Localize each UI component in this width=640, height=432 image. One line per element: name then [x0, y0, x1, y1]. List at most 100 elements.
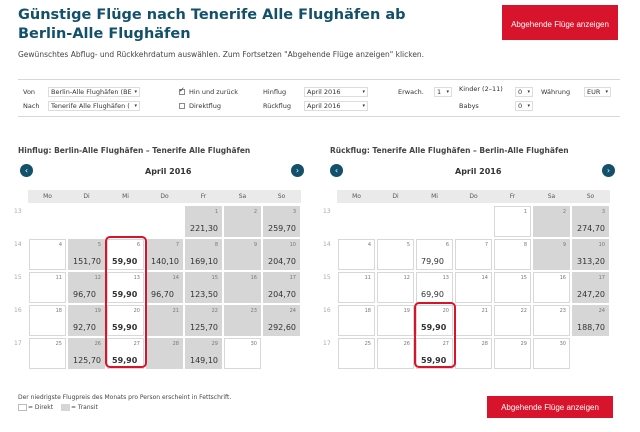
day-price: 69,90: [421, 290, 444, 299]
return-day-cell[interactable]: 10 313,20: [572, 239, 609, 270]
return-day-cell[interactable]: 24 188,70: [572, 305, 609, 336]
from-label: Von: [23, 88, 36, 96]
day-price: 59,90: [112, 257, 138, 266]
weekday-header: Mo Di Mi Do Fr Sa So: [337, 190, 610, 203]
outbound-day-cell[interactable]: 15 123,50: [185, 272, 222, 303]
outbound-day-cell[interactable]: 29 149,10: [185, 338, 222, 369]
return-day-cell[interactable]: 3 274,70: [572, 206, 609, 237]
week-number: 13: [14, 208, 22, 215]
return-calendar-title: Rückflug: Tenerife Alle Flughäfen – Berl…: [330, 146, 569, 155]
day-number: 28: [172, 341, 179, 347]
chevron-down-icon: ▾: [362, 103, 365, 109]
outbound-day-cell[interactable]: 24 292,60: [263, 305, 300, 336]
week-number: 13: [323, 208, 331, 215]
day-price: 204,70: [268, 257, 296, 266]
day-number: 9: [253, 242, 257, 248]
day-number: 5: [97, 242, 101, 248]
day-price: 151,70: [73, 257, 101, 266]
day-number: 30: [559, 341, 566, 347]
outbound-day-cell[interactable]: 22 125,70: [185, 305, 222, 336]
return-day-cell: 8: [494, 239, 531, 270]
outbound-day-cell[interactable]: 8 169,10: [185, 239, 222, 270]
return-day-cell: 5: [377, 239, 414, 270]
week-number: 15: [14, 274, 22, 281]
chevron-down-icon: ▾: [527, 89, 530, 95]
day-number: 8: [523, 242, 527, 248]
week-number: 17: [323, 340, 331, 347]
outbound-day-cell[interactable]: 5 151,70: [68, 239, 105, 270]
outbound-day-cell[interactable]: 10 204,70: [263, 239, 300, 270]
currency-select[interactable]: EUR ▾: [584, 87, 611, 97]
return-day-cell[interactable]: 20 59,90: [416, 305, 453, 336]
outbound-day-cell[interactable]: 14 96,70: [146, 272, 183, 303]
outbound-day-cell[interactable]: 26 125,70: [68, 338, 105, 369]
return-day-cell: 23: [533, 305, 570, 336]
babies-select[interactable]: 0 ▾: [515, 101, 533, 111]
outbound-day-cell[interactable]: 3 259,70: [263, 206, 300, 237]
day-number: 29: [211, 341, 218, 347]
day-price: 313,20: [577, 257, 605, 266]
outbound-month-select[interactable]: April 2016 ▾: [304, 87, 368, 97]
return-next-month-button[interactable]: ›: [602, 164, 615, 177]
return-day-cell[interactable]: 27 59,90: [416, 338, 453, 369]
return-month-select[interactable]: April 2016 ▾: [304, 101, 368, 111]
chevron-down-icon: ▾: [134, 89, 137, 95]
day-price: 59,90: [112, 356, 138, 365]
day-number: 22: [211, 308, 218, 314]
weekday-label: Mi: [431, 193, 438, 200]
children-select[interactable]: 0 ▾: [515, 87, 533, 97]
day-price: 96,70: [151, 290, 174, 299]
outbound-day-cell[interactable]: 6 59,90: [107, 239, 144, 270]
direct-flight-label: Direktflug: [189, 102, 221, 110]
day-number: 10: [598, 242, 605, 248]
search-form: Von Berlin-Alle Flughäfen (BE ▾ Nach Tene…: [18, 79, 620, 117]
legend-direct: = Direkt: [28, 404, 54, 411]
day-number: 30: [250, 341, 257, 347]
to-label: Nach: [23, 102, 40, 110]
outbound-day-cell[interactable]: 20 59,90: [107, 305, 144, 336]
direct-flight-checkbox[interactable]: [179, 103, 185, 109]
weekday-label: Mi: [122, 193, 129, 200]
return-prev-month-button[interactable]: ‹: [330, 164, 343, 177]
outbound-day-cell[interactable]: 19 92,70: [68, 305, 105, 336]
week-number: 16: [14, 307, 22, 314]
outbound-day-cell[interactable]: 27 59,90: [107, 338, 144, 369]
page-header: Günstige Flüge nach Tenerife Alle Flughä…: [18, 6, 458, 59]
return-day-cell[interactable]: 6 79,90: [416, 239, 453, 270]
outbound-day-cell[interactable]: 7 140,10: [146, 239, 183, 270]
adults-select[interactable]: 1 ▾: [434, 87, 452, 97]
day-price: 259,70: [268, 224, 296, 233]
chevron-right-icon: ›: [295, 166, 300, 175]
day-price: 149,10: [190, 356, 218, 365]
outbound-prev-month-button[interactable]: ‹: [20, 164, 33, 177]
day-number: 26: [94, 341, 101, 347]
show-outbound-flights-button[interactable]: Abgehende Flüge anzeigen: [487, 396, 613, 418]
cheapest-return-highlight: [414, 302, 456, 368]
outbound-day-cell[interactable]: 12 96,70: [68, 272, 105, 303]
roundtrip-checkbox[interactable]: [179, 86, 185, 95]
outbound-next-month-button[interactable]: ›: [291, 164, 304, 177]
day-price: 123,50: [190, 290, 218, 299]
outbound-day-cell[interactable]: 17 204,70: [263, 272, 300, 303]
week-number: 17: [14, 340, 22, 347]
day-number: 15: [520, 275, 527, 281]
outbound-date-label: Hinflug: [263, 88, 287, 96]
outbound-day-cell: 30: [224, 338, 261, 369]
from-select[interactable]: Berlin-Alle Flughäfen (BE ▾: [48, 87, 140, 97]
outbound-day-cell[interactable]: 1 221,30: [185, 206, 222, 237]
show-outbound-flights-button-top[interactable]: Abgehende Flüge anzeigen: [502, 5, 618, 40]
return-day-cell[interactable]: 13 69,90: [416, 272, 453, 303]
day-number: 12: [403, 275, 410, 281]
day-price: 204,70: [268, 290, 296, 299]
outbound-day-cell: 9: [224, 239, 261, 270]
to-select[interactable]: Tenerife Alle Flughäfen (▾: [48, 101, 140, 111]
return-day-cell: 29: [494, 338, 531, 369]
outbound-day-cell: 2: [224, 206, 261, 237]
return-day-cell[interactable]: 17 247,20: [572, 272, 609, 303]
day-price: 59,90: [421, 323, 447, 332]
day-number: 13: [442, 275, 449, 281]
week-number: 15: [323, 274, 331, 281]
outbound-day-cell[interactable]: 13 59,90: [107, 272, 144, 303]
legend: Der niedrigste Flugpreis des Monats pro …: [18, 394, 231, 411]
day-number: 8: [214, 242, 218, 248]
